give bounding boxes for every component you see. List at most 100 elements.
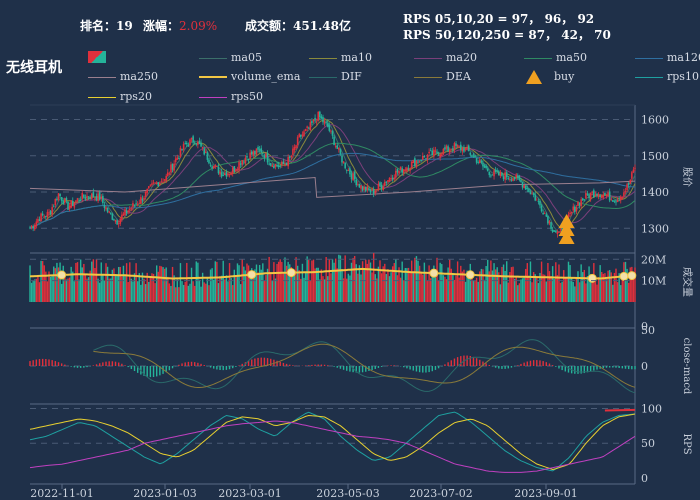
volume-bar [391,266,394,302]
legend-item-ma50[interactable]: ma50 [524,51,587,64]
macd-histogram-bar [583,366,586,374]
legend-item-ma20[interactable]: ma20 [414,51,477,64]
candle-body [570,211,573,214]
legend-item-DEA[interactable]: DEA [414,70,471,83]
volume-bar [515,276,517,302]
volume-bar [512,266,514,302]
macd-histogram-bar [219,366,221,370]
candle-body [178,158,180,159]
candle-body [86,195,88,198]
volume-bar [143,278,145,302]
legend-item-rps20[interactable]: rps20 [88,90,152,103]
volume-bar [230,278,232,302]
candle-body [40,213,42,222]
volume-bar [211,268,213,302]
candle-body [448,149,451,153]
volume-bar [529,261,532,302]
volume-bar [206,277,209,302]
volume-bar [38,282,41,302]
macd-histogram-bar [64,364,66,366]
candle-body [108,211,110,213]
macd-histogram-bar [95,364,98,366]
volume-bar [629,267,631,302]
macd-histogram-bar [377,366,380,368]
volume-bar [445,279,448,302]
legend-item-ma05[interactable]: ma05 [199,51,262,64]
x-tick-label: 2023-07-02 [409,487,472,500]
volume-bar [526,263,529,302]
volume-bar [263,280,266,302]
candle-body [344,162,346,169]
volume-bar [201,272,204,302]
candle-body [133,204,136,206]
volume-bar [167,276,169,302]
candle-body [68,205,71,209]
volume-bar [271,280,274,302]
candle-body [265,153,267,158]
macd-histogram-bar [339,366,342,369]
legend-item-DIF[interactable]: DIF [309,70,362,83]
volume-bar [247,265,250,302]
macd-histogram-bar [491,366,494,367]
legend-item-rps50[interactable]: rps50 [199,90,263,103]
macd-histogram-bar [412,366,414,371]
volume-bar [387,269,389,302]
price-tick-label: 1500 [641,150,669,163]
macd-histogram-bar [466,355,468,366]
volume-bar [159,265,161,302]
volume-bar [393,263,395,302]
macd-histogram-bar [548,363,551,366]
macd-histogram-bar [266,358,269,366]
volume-bar [121,276,123,302]
volume-bar [471,275,473,302]
candle-body [64,198,66,203]
volume-bar [330,273,332,302]
volume-bar [220,275,223,302]
macd-histogram-bar [498,366,500,369]
x-tick-label: 2022-11-01 [30,487,93,500]
candle-body [387,180,389,182]
candle-body [325,122,327,124]
legend-item-ma250[interactable]: ma250 [88,70,158,83]
candle-body [631,172,633,179]
candle-body [556,232,559,235]
candle-body [333,136,335,146]
candle-body [434,150,437,152]
macd-histogram-bar [567,366,570,373]
volume-bar [487,259,489,302]
volume-bar [293,271,296,302]
candle-body [257,147,259,150]
candle-body [406,167,408,172]
volume-bar [122,265,125,302]
volume-bar [287,261,289,302]
candle-body [372,189,375,194]
candle-body [298,134,301,138]
volume-bar [403,280,405,302]
macd-histogram-bar [479,359,481,366]
candle-body [616,199,619,203]
legend-item-buy[interactable]: buy [524,70,574,84]
volume-bar [190,267,193,302]
legend-item-rps10[interactable]: rps10 [635,70,699,83]
volume-bar [475,277,478,302]
legend-swatch [524,57,552,59]
legend-item-volume-ema[interactable]: volume_ema [199,70,300,83]
volume-bar [224,279,226,302]
volume-bar [270,272,272,302]
volume-bar [170,285,172,302]
volume-bar [83,263,85,302]
candle-body [396,169,399,173]
legend-item-ma120[interactable]: ma120 [635,51,700,64]
volume-bar [612,284,614,302]
macd-histogram-bar [444,364,446,366]
macd-histogram-bar [577,366,579,374]
candle-body [266,153,269,163]
candle-body [464,147,467,151]
candle-body [204,151,207,153]
volume-bar [566,277,568,302]
volume-bar [274,278,277,302]
legend-item-ma10[interactable]: ma10 [309,51,372,64]
candle-body [575,206,578,212]
candle-body [138,202,141,204]
candle-body [162,181,164,183]
